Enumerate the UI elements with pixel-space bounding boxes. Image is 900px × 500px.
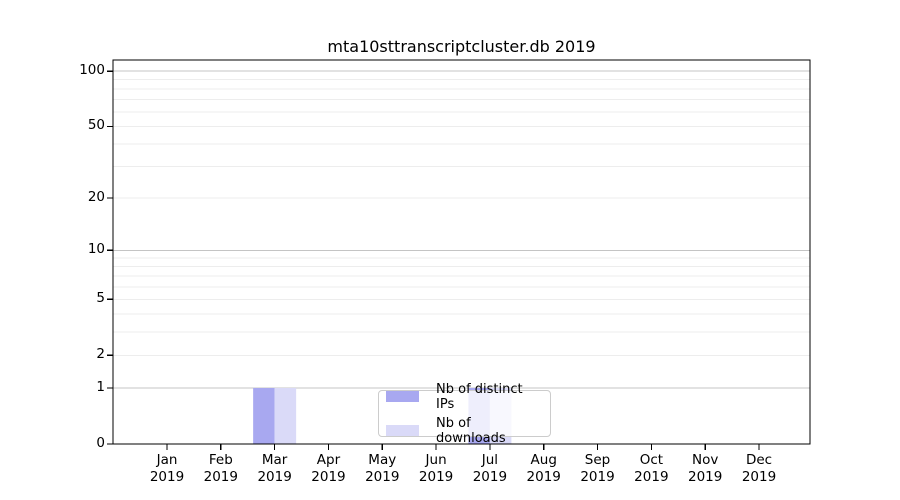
- legend-item-label: Nb of downloads: [436, 415, 506, 446]
- legend-item: Nb of downloads: [386, 416, 543, 446]
- x-axis-tick-label: Mar 2019: [257, 452, 292, 485]
- y-axis-tick-label: 10: [87, 241, 105, 258]
- legend-swatch-icon: [386, 425, 419, 436]
- y-axis-tick-label: 2: [96, 346, 105, 363]
- x-axis-tick-label: Nov 2019: [687, 452, 723, 485]
- x-axis-tick-label: Apr 2019: [311, 452, 346, 485]
- x-axis-tick-label: Sep 2019: [580, 452, 615, 485]
- legend-item-label: Nb of distinct IPs: [436, 381, 523, 412]
- plot-box: [112, 59, 811, 445]
- x-axis-tick-label: Feb 2019: [203, 452, 238, 485]
- x-axis-tick-label: Jan 2019: [149, 452, 185, 485]
- x-axis-tick-label: Dec 2019: [741, 452, 777, 485]
- legend-item: Nb of distinct IPs: [386, 382, 543, 412]
- x-axis-tick-label: Aug 2019: [526, 452, 561, 485]
- y-axis-tick-label: 0: [96, 435, 105, 451]
- y-axis-tick-label: 50: [87, 117, 105, 134]
- x-axis-tick-label: Oct 2019: [634, 452, 669, 485]
- x-axis-tick-label: Jun 2019: [418, 452, 454, 485]
- y-axis-tick-label: 20: [87, 189, 105, 206]
- bar-distinct-ips: [253, 388, 275, 444]
- y-axis-tick-label: 1: [96, 379, 105, 395]
- chart-title: mta10sttranscriptcluster.db 2019: [327, 37, 596, 56]
- y-axis-tick-label: 5: [96, 290, 105, 307]
- x-axis-tick-label: May 2019: [365, 452, 400, 485]
- legend-swatch-icon: [386, 391, 419, 402]
- y-axis-tick-label: 100: [79, 62, 105, 79]
- x-axis-tick-label: Jul 2019: [472, 452, 508, 485]
- bar-downloads: [274, 388, 297, 444]
- legend: Nb of distinct IPs Nb of downloads: [378, 382, 551, 446]
